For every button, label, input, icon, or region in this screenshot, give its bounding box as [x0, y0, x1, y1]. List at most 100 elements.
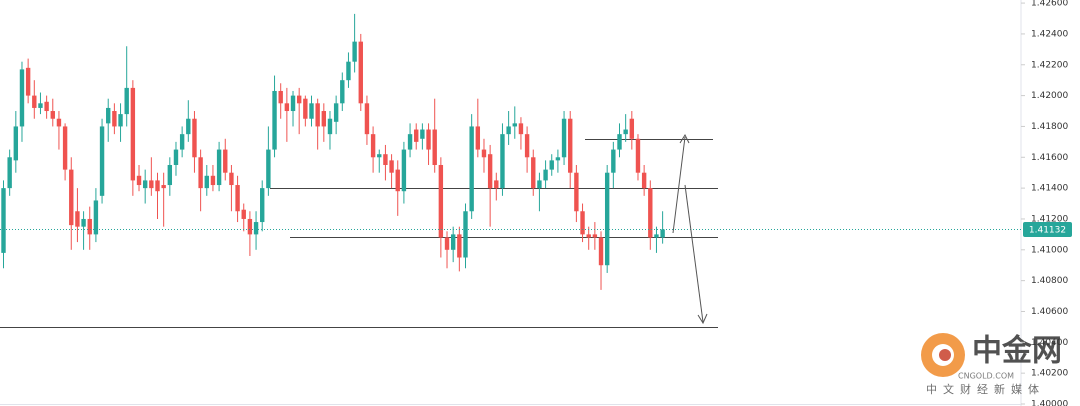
- candle-body: [506, 126, 511, 135]
- candle-body: [586, 234, 591, 238]
- candle-body: [69, 169, 74, 226]
- candle-body: [537, 180, 542, 189]
- candle-body: [487, 154, 493, 189]
- candle-body: [155, 180, 160, 192]
- candle-body: [463, 211, 468, 258]
- y-tick-label: 1.41200: [1031, 214, 1068, 224]
- y-tick-label: 1.40200: [1031, 369, 1068, 379]
- candle-body: [149, 180, 154, 189]
- y-tick-label: 1.42200: [1031, 60, 1068, 70]
- candle-body: [81, 218, 86, 227]
- candle-body: [87, 218, 92, 235]
- candle-body: [118, 114, 123, 127]
- candle-body: [198, 157, 203, 189]
- watermark: 中金网 CNGOLD.COM 中文财经新媒体: [921, 333, 1062, 396]
- candle-body: [1, 188, 6, 253]
- candle-body: [426, 129, 431, 150]
- candle-body: [62, 126, 68, 170]
- candle-body: [450, 234, 456, 250]
- candle-body: [309, 103, 314, 119]
- y-tick-label: 1.42000: [1031, 91, 1068, 101]
- candle-body: [124, 87, 129, 115]
- candle-body: [414, 129, 419, 142]
- candle-body: [543, 169, 548, 181]
- price-axis: 1.42600 1.42400 1.42200 1.42000 1.41800 1.416…: [1021, 0, 1072, 406]
- candle-body: [130, 87, 136, 181]
- y-tick-label: 1.40400: [1031, 338, 1068, 348]
- candle-body: [654, 234, 659, 238]
- candle-body: [635, 138, 641, 173]
- candle-body: [99, 126, 105, 196]
- candle-body: [161, 185, 166, 189]
- plot: [0, 13, 1021, 328]
- candle-body: [518, 123, 524, 135]
- candle-body: [106, 107, 111, 124]
- candle-body: [75, 211, 80, 227]
- candle-body: [266, 149, 271, 189]
- arrow-up: [672, 136, 686, 234]
- candle-body: [204, 175, 209, 189]
- candle-body: [186, 118, 191, 135]
- candle-body: [469, 126, 474, 212]
- candle-body: [340, 80, 345, 104]
- candle-body: [407, 134, 413, 150]
- candle-body: [38, 103, 43, 108]
- candle-body: [512, 123, 517, 127]
- candle-body: [617, 134, 622, 150]
- arrow-head: [679, 133, 690, 144]
- candle-body: [7, 157, 12, 189]
- last-price-label: 1.41132: [1029, 225, 1066, 235]
- candle-body: [641, 172, 647, 189]
- candle-body: [555, 157, 561, 161]
- candle-body: [444, 237, 450, 250]
- candle-body: [370, 134, 376, 158]
- candle-body: [290, 95, 296, 112]
- candle-body: [25, 67, 31, 96]
- candle-body: [389, 160, 394, 173]
- candle-body: [167, 164, 173, 186]
- candle-body: [247, 218, 253, 235]
- candle-body: [524, 134, 530, 158]
- candle-body: [272, 90, 277, 150]
- candle-body: [296, 95, 302, 104]
- candle-body: [19, 69, 25, 127]
- y-tick-label: 1.42400: [1031, 29, 1068, 39]
- candle-body: [253, 222, 259, 235]
- candle-body: [494, 180, 499, 189]
- y-tick-label: 1.40800: [1031, 276, 1068, 286]
- candle-body: [260, 188, 265, 223]
- y-tick-label: 1.41000: [1031, 245, 1068, 255]
- y-tick-label: 1.41400: [1031, 184, 1068, 194]
- candle-body: [13, 126, 19, 161]
- candle-body: [531, 157, 536, 189]
- candle-body: [32, 95, 37, 108]
- brand: 中金网: [972, 334, 1062, 369]
- arrows: [672, 133, 708, 325]
- candle-body: [481, 149, 487, 158]
- candle-body: [142, 180, 148, 189]
- candle-body: [93, 200, 99, 235]
- candle-body: [604, 172, 610, 266]
- slogan: 中文财经新媒体: [926, 382, 1045, 396]
- candle-body: [112, 111, 117, 127]
- candle-body: [56, 118, 62, 127]
- logo-core: [939, 349, 951, 361]
- candle-body: [321, 111, 327, 127]
- candle-body: [136, 175, 142, 186]
- candle-body: [401, 149, 407, 192]
- candle-body: [216, 149, 222, 186]
- candle-body: [438, 164, 444, 238]
- candle-body: [574, 172, 579, 212]
- candle-body: [623, 129, 628, 135]
- y-tick-label: 1.41600: [1031, 153, 1068, 163]
- candle-body: [660, 229, 665, 238]
- arrow-down: [684, 184, 704, 323]
- candle-body: [648, 188, 653, 238]
- y-tick-label: 1.41800: [1031, 122, 1068, 132]
- candle-body: [192, 118, 197, 158]
- candle-body: [475, 126, 481, 150]
- candle-body: [629, 118, 635, 139]
- candle-body: [432, 129, 437, 165]
